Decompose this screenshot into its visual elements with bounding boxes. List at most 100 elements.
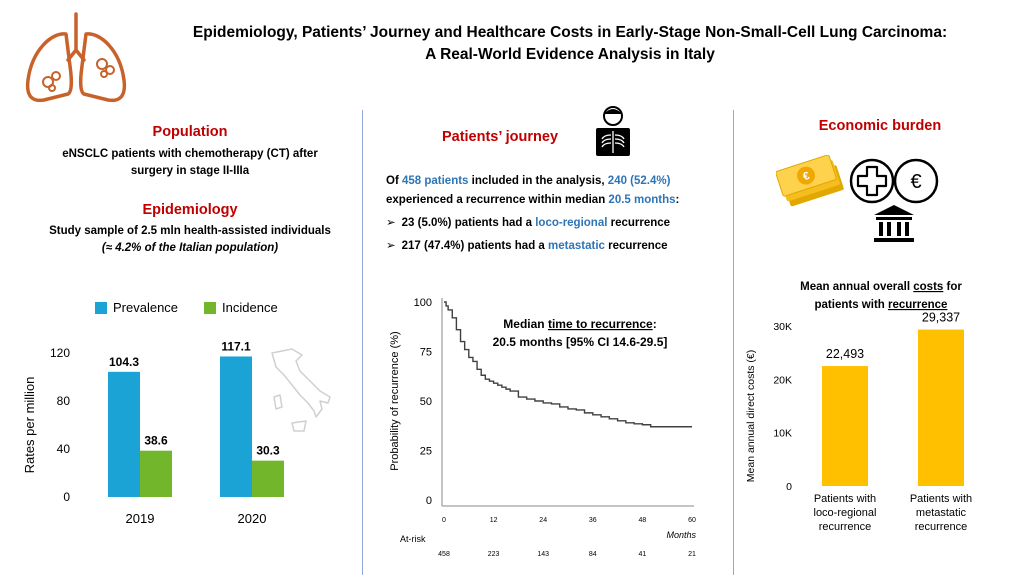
epi-x-tick: 2020 (238, 511, 267, 526)
km-y-tick: 75 (420, 347, 432, 359)
cost-title-line-2: patients with recurrence (815, 299, 948, 311)
journey-text-end: experienced a recurrence within median (386, 194, 609, 206)
page-title: Epidemiology, Patients’ Journey and Heal… (130, 22, 1010, 66)
column-divider-right (733, 110, 734, 575)
epi-y-tick: 40 (57, 442, 71, 456)
health-euro-bank-icon: € (849, 158, 939, 242)
km-at-risk-value: 458 (438, 551, 450, 558)
title-line-1: Epidemiology, Patients’ Journey and Heal… (192, 24, 948, 41)
km-x-tick: 24 (539, 517, 547, 524)
prevalence-swatch (95, 301, 107, 314)
bullet-arrow-icon: ➢ (386, 240, 396, 252)
cost-chart: Mean annual overall costs for patients wi… (745, 281, 972, 533)
journey-colon: : (675, 194, 680, 206)
population-line-1: eNSCLC patients with chemotherapy (CT) a… (62, 148, 318, 160)
population-text: eNSCLC patients with chemotherapy (CT) a… (10, 146, 370, 180)
italy-map-icon (271, 348, 331, 432)
cost-data-label: 29,337 (922, 311, 960, 325)
km-x-tick: 12 (490, 517, 498, 524)
km-y-tick: 0 (426, 495, 432, 507)
epi-bar-prevalence (108, 371, 140, 497)
population-heading: Population (152, 124, 228, 140)
bullet-arrow-icon: ➢ (386, 217, 396, 229)
cost-bar (822, 366, 868, 486)
km-y-tick: 100 (414, 297, 432, 309)
cost-x-tick: Patients with (814, 493, 876, 505)
cost-y-tick: 20K (773, 374, 792, 386)
km-at-risk-value: 21 (688, 551, 696, 558)
epi-bar-prevalence (220, 356, 252, 497)
money-icon: € (776, 155, 844, 207)
epidemiology-text: Study sample of 2.5 mln health-assisted … (10, 223, 370, 257)
svg-text:€: € (802, 170, 812, 183)
journey-heading: Patients’ journey (441, 129, 559, 145)
epi-bar-incidence (140, 450, 172, 497)
cost-x-tick: recurrence (819, 521, 872, 533)
journey-paragraph: Of 458 patients included in the analysis… (386, 172, 726, 210)
km-y-tick: 25 (420, 446, 432, 458)
epi-y-tick: 0 (63, 490, 70, 504)
journey-median-months: 20.5 months (608, 194, 676, 206)
svg-text:€: € (910, 171, 921, 193)
km-x-tick: 0 (442, 517, 446, 524)
cost-x-tick: metastatic (916, 507, 967, 519)
cost-title-line-1: Mean annual overall costs for (800, 281, 962, 293)
lungs-icon (25, 12, 127, 103)
km-at-risk-value: 223 (488, 551, 500, 558)
journey-text-of: Of (386, 175, 402, 187)
km-x-tick: 60 (688, 517, 696, 524)
km-at-risk-value: 143 (537, 551, 549, 558)
bullet-2-end: recurrence (604, 240, 668, 252)
epidemiology-line-2: (≈ 4.2% of the Italian population) (101, 242, 279, 254)
epi-data-label: 117.1 (221, 339, 251, 353)
journey-patients-count: 458 patients (401, 175, 469, 187)
cost-y-axis-label: Mean annual direct costs (€) (745, 350, 757, 482)
epi-y-tick: 120 (50, 346, 70, 360)
cost-y-tick: 10K (773, 428, 792, 440)
journey-recurrence-count: 240 (52.4%) (607, 175, 671, 187)
km-x-tick: 36 (589, 517, 597, 524)
km-curve (444, 301, 692, 428)
km-at-risk-value: 84 (589, 551, 597, 558)
km-at-risk-value: 41 (639, 551, 647, 558)
epidemiology-chart: Rates per million 0 40 80 120 104.3 38.6 2019 11… (22, 339, 284, 526)
epi-data-label: 104.3 (109, 355, 139, 369)
column-divider-left (362, 110, 363, 575)
km-x-axis-label: Months (666, 530, 696, 540)
incidence-swatch (204, 301, 217, 314)
economic-heading: Economic burden (818, 118, 942, 134)
bullet-1-end: recurrence (607, 217, 671, 229)
cost-bar (918, 329, 964, 486)
km-annotation-line-1: Median time to recurrence: (503, 317, 656, 331)
bullet-1-text: 23 (5.0%) patients had a (401, 217, 536, 229)
cost-y-tick: 0 (786, 481, 792, 493)
journey-text-mid: included in the analysis, (468, 175, 608, 187)
bullet-metastatic: ➢ 217 (47.4%) patients had a metastatic … (386, 237, 726, 256)
bullet-loco-regional: ➢ 23 (5.0%) patients had a loco-regional… (386, 214, 726, 233)
km-x-tick: 48 (639, 517, 647, 524)
legend-prevalence: Prevalence (113, 300, 179, 315)
bullet-2-text: 217 (47.4%) patients had a (401, 240, 549, 252)
km-annotation-line-2: 20.5 months [95% CI 14.6-29.5] (493, 335, 668, 349)
km-at-risk-label: At-risk (400, 534, 426, 544)
km-curve-chart: Probability of recurrence (%) 0 25 50 75 100 0… (389, 297, 696, 558)
population-line-2: surgery in stage II-IIIa (130, 165, 250, 177)
cost-data-label: 22,493 (826, 347, 864, 361)
bullet-2-highlight: metastatic (548, 240, 605, 252)
epi-data-label: 30.3 (256, 444, 280, 458)
journey-summary: Of 458 patients included in the analysis… (386, 172, 726, 256)
epidemiology-line-1: Study sample of 2.5 mln health-assisted … (49, 225, 331, 237)
epi-y-tick: 80 (57, 394, 71, 408)
km-y-tick: 50 (420, 396, 432, 408)
bullet-1-highlight: loco-regional (535, 217, 608, 229)
epi-bar-incidence (252, 460, 284, 497)
legend-incidence: Incidence (222, 300, 278, 315)
title-line-2: A Real-World Evidence Analysis in Italy (425, 46, 715, 63)
cost-x-tick: Patients with (910, 493, 972, 505)
doctor-xray-icon (596, 106, 630, 156)
epi-legend: Prevalence Incidence (95, 300, 278, 315)
epi-y-axis-label: Rates per million (22, 377, 37, 474)
cost-x-tick: loco-regional (814, 507, 877, 519)
epi-x-tick: 2019 (126, 511, 155, 526)
cost-y-tick: 30K (773, 321, 792, 333)
